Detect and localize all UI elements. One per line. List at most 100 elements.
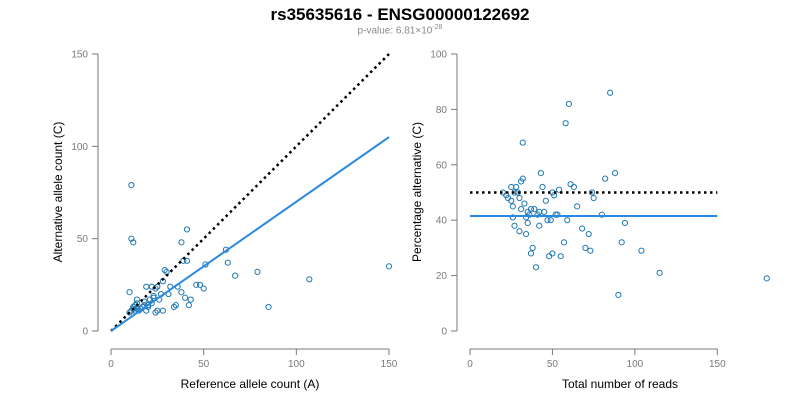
right-data-point <box>508 197 515 204</box>
left-x-axis-label: Reference allele count (A) <box>181 377 320 391</box>
right-data-point <box>555 186 563 193</box>
right-data-point <box>585 230 592 238</box>
right-data-point <box>560 239 568 246</box>
left-fit-line <box>110 136 390 332</box>
right-data-point <box>547 217 554 224</box>
right-data-point <box>537 170 544 177</box>
right-data-point <box>590 194 597 202</box>
right-x-tick-label: 50 <box>547 359 559 370</box>
right-data-point <box>544 217 551 224</box>
right-data-point <box>541 208 548 215</box>
left-data-point <box>200 285 207 292</box>
right-data-point <box>524 219 531 227</box>
right-data-point <box>531 206 538 213</box>
right-data-point <box>567 181 574 188</box>
left-data-point <box>152 285 159 292</box>
left-x-tick-label: 0 <box>108 359 114 370</box>
left-data-point <box>133 296 141 303</box>
right-data-point <box>564 217 571 224</box>
right-axes: 0 50 100 150 0 20 40 60 80 100 <box>430 50 726 371</box>
right-data-point <box>539 183 546 191</box>
left-data-point <box>143 307 150 314</box>
right-x-tick-label: 100 <box>627 359 644 370</box>
left-data-point <box>144 302 152 309</box>
left-data-point <box>130 239 137 246</box>
chart-title: rs35635616 - ENSG00000122692 <box>270 5 530 24</box>
left-axes: 0 50 100 150 0 50 100 150 <box>71 50 397 371</box>
right-data-point <box>511 222 518 229</box>
right-data-point <box>542 197 549 204</box>
left-x-tick-label: 150 <box>381 359 398 370</box>
right-data-point <box>549 250 556 257</box>
left-data-point <box>161 266 168 274</box>
right-data-point <box>526 211 533 218</box>
left-data-point <box>385 263 393 270</box>
left-data-point <box>146 296 154 303</box>
right-data-point <box>513 183 520 191</box>
right-data-point <box>621 219 629 227</box>
left-data-point <box>202 261 209 268</box>
right-data-point <box>519 139 526 146</box>
right-x-tick-label: 150 <box>709 359 726 370</box>
left-data-point <box>185 302 192 309</box>
right-data-point <box>562 120 569 127</box>
left-y-tick-label: 150 <box>71 50 88 61</box>
left-data-point <box>128 235 135 242</box>
right-data-point <box>579 225 586 232</box>
right-data-point <box>522 230 530 238</box>
left-lines <box>110 53 390 332</box>
right-data-point <box>509 214 516 221</box>
left-data-point <box>183 257 191 264</box>
right-lines <box>470 191 718 218</box>
right-data-point <box>615 291 622 299</box>
left-data-point <box>306 276 313 283</box>
right-data-point <box>529 244 536 251</box>
right-data-point <box>656 269 663 276</box>
pvalue-exponent: -28 <box>432 24 443 31</box>
right-data-point <box>511 189 518 196</box>
right-data-point <box>516 194 523 202</box>
left-x-tick-label: 50 <box>198 359 210 370</box>
right-data-point <box>587 247 594 254</box>
right-data-point <box>607 89 614 96</box>
right-data-point <box>582 244 589 251</box>
right-data-point <box>554 211 561 218</box>
left-data-point <box>170 303 178 311</box>
left-data-point <box>232 272 239 279</box>
right-data-point <box>521 200 528 207</box>
left-data-point <box>183 226 191 233</box>
right-data-point <box>546 253 553 260</box>
left-data-point <box>152 309 159 316</box>
right-data-point <box>527 206 535 213</box>
left-data-point <box>178 289 185 296</box>
left-y-tick-label: 50 <box>77 234 89 245</box>
right-data-point <box>588 189 596 196</box>
left-data-point <box>193 281 200 288</box>
left-data-point <box>130 305 137 312</box>
left-data-point <box>128 307 135 314</box>
right-y-tick-label: 40 <box>436 216 448 227</box>
right-data-point <box>508 183 515 191</box>
left-data-point <box>172 302 179 309</box>
right-y-axis-label: Percentage alternative (C) <box>410 122 424 262</box>
left-data-point <box>159 307 166 314</box>
right-data-point <box>536 222 543 229</box>
right-data-point <box>602 175 609 182</box>
right-data-point <box>516 228 523 235</box>
right-data-point <box>532 264 540 271</box>
left-data-point <box>126 309 133 316</box>
left-data-point <box>150 292 157 300</box>
right-y-tick-label: 100 <box>430 50 447 61</box>
right-data-point <box>527 250 535 257</box>
right-y-tick-label: 60 <box>436 160 448 171</box>
left-data-point <box>128 182 135 189</box>
left-data-point <box>196 281 204 288</box>
left-data-point <box>178 239 185 246</box>
right-y-tick-label: 0 <box>441 327 447 338</box>
right-x-axis-label: Total number of reads <box>562 377 678 391</box>
left-data-point <box>182 294 189 301</box>
right-points <box>499 89 770 299</box>
right-data-point <box>763 275 770 282</box>
